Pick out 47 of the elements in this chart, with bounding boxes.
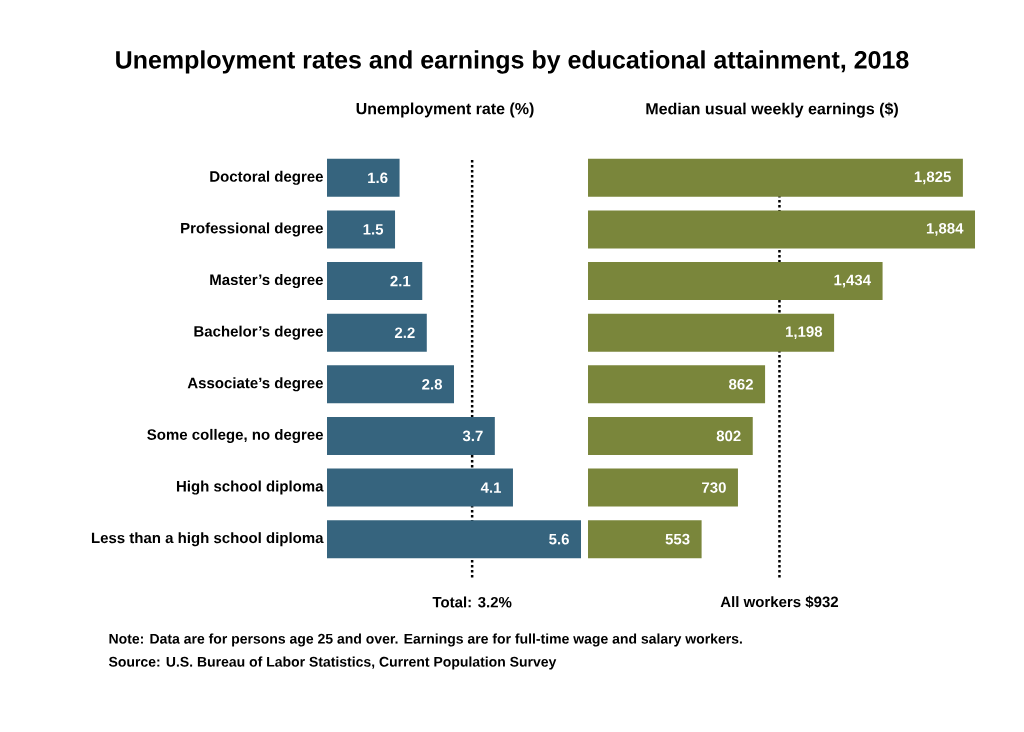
data-label: 2.8: [422, 379, 443, 390]
data-label: 1,884: [926, 223, 964, 236]
y-tick-label: Some college, no degree: [147, 428, 323, 443]
data-label: 5.6: [549, 533, 569, 545]
y-tick-label: Master’s degree: [210, 274, 323, 289]
bar: [588, 262, 883, 301]
bar: [588, 520, 702, 559]
data-label: 1,434: [834, 274, 871, 288]
bar: [327, 468, 513, 507]
data-label: 862: [729, 379, 753, 390]
bar: [327, 416, 495, 455]
ref-line-label: Total: 3.2%: [432, 596, 512, 608]
data-label: 1,198: [785, 326, 823, 340]
data-label: 1,825: [914, 171, 951, 185]
bar: [327, 313, 427, 352]
text: Note: Data are for persons age 25 and over. Earnings are for full-time wage and salary workers.: [109, 633, 742, 647]
data-label: 4.1: [480, 482, 502, 493]
data-label: 1.6: [368, 172, 388, 184]
bar: [588, 313, 835, 352]
data-label: 2.2: [394, 327, 415, 338]
data-label: 730: [702, 482, 726, 493]
data-label: 802: [716, 430, 741, 442]
bar: [327, 520, 581, 559]
data-label: 1.5: [363, 224, 384, 235]
y-tick-label: Associate’s degree: [187, 377, 323, 392]
y-tick-label: Doctoral degree: [210, 170, 323, 185]
source-note: Source: U.S. Bureau of Labor Statistics, Current Population Survey: [108, 656, 557, 670]
bar: [588, 416, 753, 455]
bar: [588, 158, 963, 197]
y-tick-label: Professional degree: [181, 222, 323, 237]
bar: [588, 210, 976, 249]
chart-subtitle: Median usual weekly earnings ($): [646, 102, 898, 118]
chart-title: Unemployment rates and earnings by educational attainment, 2018: [116, 50, 909, 74]
y-tick-label: High school diploma: [176, 480, 324, 495]
bar: [327, 365, 455, 404]
bar: [588, 468, 738, 507]
ref-line-label: All workers $932: [720, 595, 839, 609]
data-label: 553: [665, 533, 690, 545]
y-tick-label: Less than a high school diploma: [91, 532, 324, 547]
bar: [327, 158, 400, 197]
bar: [327, 262, 423, 301]
bar: [588, 365, 766, 404]
data-label: 3.7: [462, 430, 483, 442]
chart-subtitle: Unemployment rate (%): [356, 102, 534, 118]
y-tick-label: Bachelor’s degree: [194, 325, 323, 340]
data-label: 2.1: [390, 275, 411, 287]
bar: [327, 210, 396, 249]
